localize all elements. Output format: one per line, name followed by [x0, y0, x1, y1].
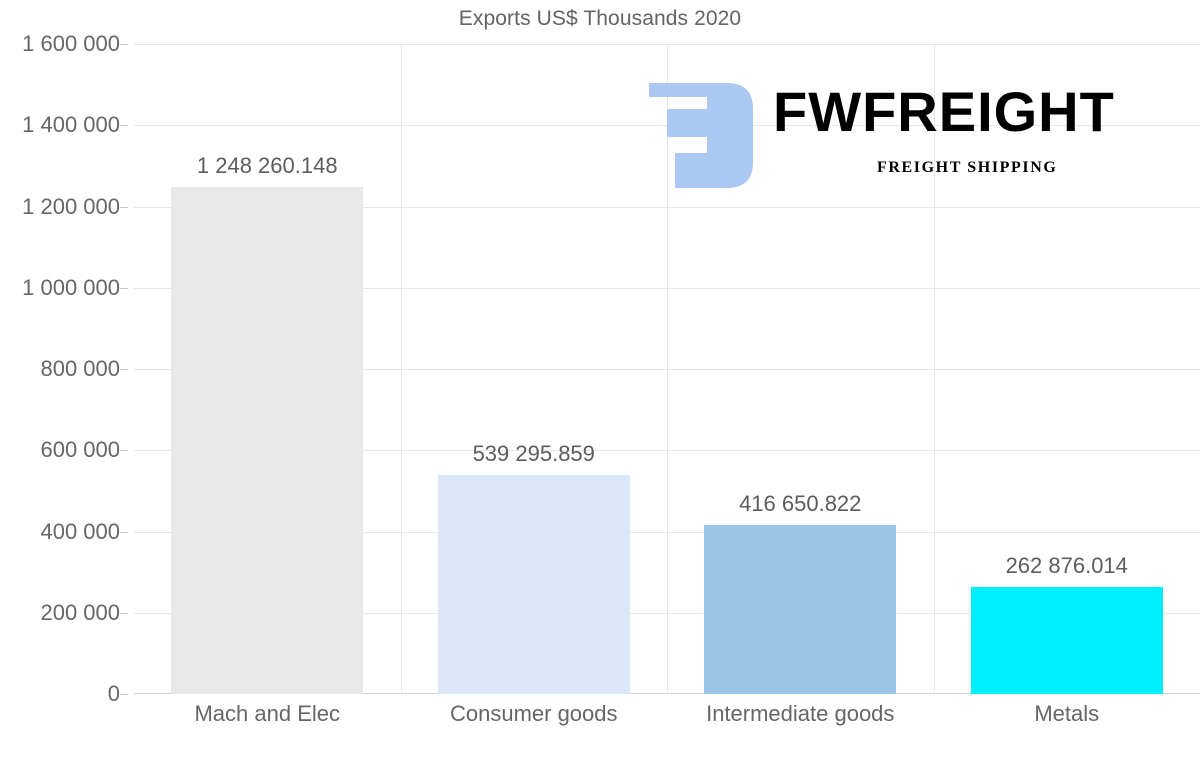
- y-axis-tick-mark: [120, 369, 128, 370]
- y-axis-tick-mark: [120, 44, 128, 45]
- gridline-vertical: [667, 44, 668, 694]
- y-axis-tick-label: 400 000: [40, 518, 120, 544]
- bar-value-label: 416 650.822: [739, 490, 862, 516]
- y-axis-tick-label: 1 200 000: [22, 193, 120, 219]
- x-axis-tick-label: Consumer goods: [449, 701, 618, 726]
- y-axis-tick-label: 1 400 000: [22, 112, 120, 138]
- y-axis-tick-mark: [120, 694, 128, 695]
- chart-title: Exports US$ Thousands 2020: [458, 7, 742, 30]
- y-axis-tick-mark: [120, 287, 128, 289]
- y-axis-tick-mark: [120, 531, 128, 533]
- x-axis-tick-label: Metals: [1034, 701, 1100, 726]
- x-axis: Mach and Elec Consumer goods Intermediate …: [134, 701, 1200, 741]
- x-axis-tick-label: Intermediate goods: [706, 701, 895, 726]
- bar[interactable]: [437, 474, 630, 694]
- y-axis-tick-label: 200 000: [40, 599, 120, 625]
- y-axis-tick-label: 1 600 000: [22, 31, 120, 56]
- y-axis-tick-mark: [120, 206, 128, 208]
- bar[interactable]: [171, 186, 364, 694]
- y-axis-tick-label: 800 000: [40, 356, 120, 381]
- y-axis-tick-label: 0: [107, 681, 120, 706]
- bar[interactable]: [970, 587, 1163, 694]
- x-axis-tick-label: Mach and Elec: [194, 701, 341, 726]
- bar[interactable]: [704, 524, 897, 694]
- y-axis-tick-mark: [120, 125, 128, 127]
- bar-value-label: 262 876.014: [1005, 553, 1128, 579]
- y-axis-tick-mark: [120, 450, 128, 452]
- gridline-vertical: [934, 44, 935, 694]
- y-axis-tick-label: 1 000 000: [22, 274, 120, 300]
- gridline-vertical: [401, 44, 402, 694]
- plot-area: 1 248 260.148 539 295.859 416 650.822 262 8…: [134, 44, 1200, 694]
- y-axis-tick-label: 600 000: [40, 437, 120, 463]
- bar-value-label: 539 295.859: [472, 440, 595, 466]
- bar-value-label: 1 248 260.148: [196, 152, 338, 178]
- y-axis: 0 200 000 400 000 600 000 800 000 1 000 000 1 …: [0, 31, 134, 706]
- y-axis-tick-mark: [120, 612, 128, 614]
